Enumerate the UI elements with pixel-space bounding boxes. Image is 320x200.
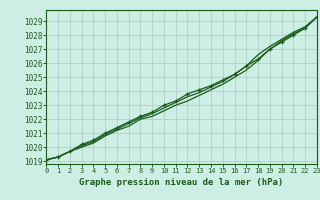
X-axis label: Graphe pression niveau de la mer (hPa): Graphe pression niveau de la mer (hPa) xyxy=(79,178,284,187)
